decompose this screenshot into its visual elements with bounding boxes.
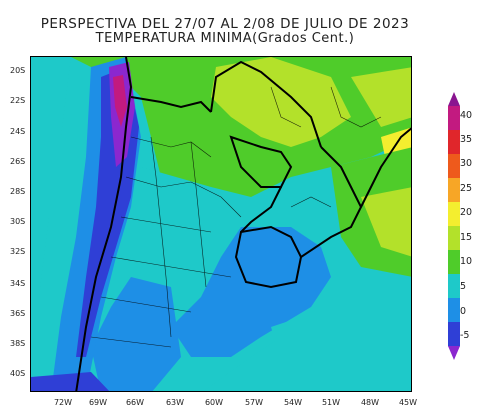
legend-label: 40 bbox=[460, 110, 473, 121]
lat-label: 36S bbox=[10, 309, 26, 318]
map-title: PERSPECTIVA DEL 27/07 AL 2/08 DE JULIO D… bbox=[40, 16, 410, 32]
light-green-field-east bbox=[351, 67, 411, 127]
lat-label: 38S bbox=[10, 339, 26, 348]
lon-label: 51W bbox=[321, 398, 341, 407]
temperature-map bbox=[30, 56, 412, 392]
lon-label: 72W bbox=[53, 398, 73, 407]
legend-band bbox=[448, 322, 460, 347]
legend-band bbox=[448, 178, 460, 203]
legend-band bbox=[448, 202, 460, 227]
lon-label: 57W bbox=[244, 398, 264, 407]
light-green-field bbox=[211, 57, 351, 147]
country-borders bbox=[75, 57, 411, 391]
legend-label: 10 bbox=[460, 256, 473, 267]
lat-label: 24S bbox=[10, 127, 26, 136]
legend-band bbox=[448, 274, 460, 299]
legend-label: 0 bbox=[460, 306, 467, 317]
lat-label: 30S bbox=[10, 217, 26, 226]
lat-label: 28S bbox=[10, 187, 26, 196]
lat-label: 34S bbox=[10, 279, 26, 288]
legend-label: 30 bbox=[460, 158, 473, 169]
province-borders bbox=[90, 86, 382, 348]
light-green-coast bbox=[361, 187, 411, 257]
lon-label: 45W bbox=[398, 398, 418, 407]
magenta-field bbox=[113, 75, 127, 127]
legend-label: 5 bbox=[460, 281, 467, 292]
legend-label: -5 bbox=[460, 330, 470, 341]
lat-label: 40S bbox=[10, 369, 26, 378]
darkblue-field-south bbox=[31, 372, 110, 391]
cyan-south-atlantic bbox=[271, 307, 381, 391]
legend-bands bbox=[448, 106, 460, 347]
lon-label: 63W bbox=[165, 398, 185, 407]
legend-label: 15 bbox=[460, 232, 473, 243]
lon-label: 60W bbox=[204, 398, 224, 407]
lat-label: 32S bbox=[10, 247, 26, 256]
legend-label: 20 bbox=[460, 207, 473, 218]
map-subtitle: TEMPERATURA MINIMA(Grados Cent.) bbox=[95, 31, 355, 46]
legend-band bbox=[448, 154, 460, 179]
legend-bottom-arrow bbox=[448, 346, 460, 360]
lon-label: 48W bbox=[360, 398, 380, 407]
lon-label: 54W bbox=[283, 398, 303, 407]
legend-band bbox=[448, 250, 460, 275]
legend-label: 35 bbox=[460, 134, 473, 145]
legend-band bbox=[448, 106, 460, 131]
blue-field-uruguay bbox=[171, 227, 331, 357]
blue-field-patagonia bbox=[91, 277, 181, 391]
legend-top-arrow bbox=[448, 92, 460, 106]
map-canvas bbox=[31, 57, 411, 391]
lat-label: 20S bbox=[10, 66, 26, 75]
lon-label: 66W bbox=[125, 398, 145, 407]
lat-label: 22S bbox=[10, 96, 26, 105]
lon-label: 69W bbox=[88, 398, 108, 407]
legend-colorbar bbox=[448, 92, 460, 360]
legend-band bbox=[448, 226, 460, 251]
legend-label: 25 bbox=[460, 183, 473, 194]
lat-label: 26S bbox=[10, 157, 26, 166]
legend-band bbox=[448, 130, 460, 155]
legend-band bbox=[448, 298, 460, 323]
pacific-field bbox=[31, 57, 71, 357]
